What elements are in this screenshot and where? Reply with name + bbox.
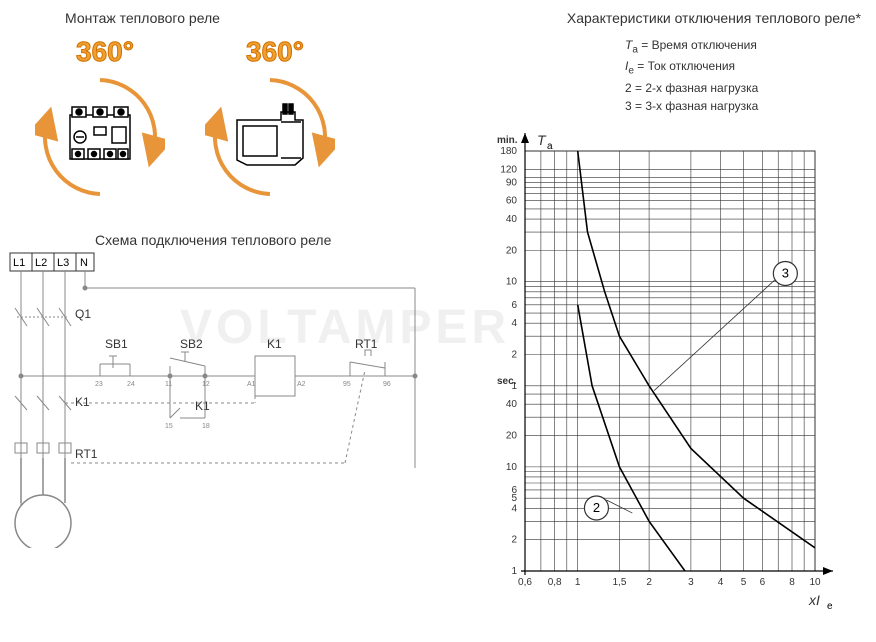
svg-text:20: 20 — [506, 430, 518, 441]
label-k1-main: K1 — [75, 395, 90, 409]
svg-text:0,6: 0,6 — [518, 577, 532, 588]
svg-text:18: 18 — [202, 423, 210, 430]
svg-text:3: 3 — [782, 265, 789, 280]
svg-text:90: 90 — [506, 177, 518, 188]
label-rt1-c: RT1 — [355, 337, 378, 351]
legend-4: 3 = 3-х фазная нагрузка — [625, 97, 871, 115]
term-n: N — [80, 257, 88, 269]
svg-text:96: 96 — [383, 381, 391, 388]
wiring-title: Схема подключения теплового реле — [95, 232, 435, 248]
svg-text:15: 15 — [165, 423, 173, 430]
svg-text:4: 4 — [718, 577, 724, 588]
svg-text:a: a — [547, 141, 553, 152]
svg-text:40: 40 — [506, 214, 518, 225]
svg-text:40: 40 — [506, 399, 518, 410]
label-rt1-heat: RT1 — [75, 447, 98, 461]
svg-text:e: e — [827, 601, 833, 612]
svg-text:2: 2 — [511, 534, 517, 545]
svg-text:A1: A1 — [247, 381, 256, 388]
svg-text:10: 10 — [506, 276, 518, 287]
rotation-arrows-2 — [205, 72, 335, 202]
wiring-diagram: L1 L2 L3 N — [5, 248, 425, 548]
svg-text:12: 12 — [202, 381, 210, 388]
svg-text:23: 23 — [95, 381, 103, 388]
svg-text:10: 10 — [506, 462, 518, 473]
svg-text:1,5: 1,5 — [612, 577, 626, 588]
svg-text:20: 20 — [506, 245, 518, 256]
deg-label-1: 360° — [35, 36, 175, 68]
mount-item-front: 360° — [35, 36, 175, 216]
rotation-arrows-1 — [35, 72, 165, 202]
svg-text:5: 5 — [741, 577, 747, 588]
label-q1: Q1 — [75, 307, 91, 321]
svg-text:8: 8 — [789, 577, 795, 588]
trip-chart: 180 120 90 60 40 20 10 6 4 2 1 min. 40 20 10 6 5 4 2 1 sec. 0… — [445, 121, 865, 621]
svg-text:4: 4 — [511, 318, 517, 329]
svg-text:A2: A2 — [297, 381, 306, 388]
svg-text:6: 6 — [511, 300, 517, 311]
svg-text:xI: xI — [808, 592, 820, 608]
svg-text:2: 2 — [593, 500, 600, 515]
svg-text:24: 24 — [127, 381, 135, 388]
mount-row: 360° — [5, 36, 435, 216]
label-sb1: SB1 — [105, 337, 128, 351]
svg-text:2: 2 — [511, 349, 517, 360]
svg-text:120: 120 — [500, 164, 517, 175]
label-k1-coil: K1 — [267, 337, 282, 351]
legend-2: Ie = Ток отключения — [625, 57, 871, 78]
deg-label-2: 360° — [205, 36, 345, 68]
term-l1: L1 — [13, 257, 25, 269]
label-k1-aux: K1 — [195, 399, 210, 413]
svg-text:4: 4 — [511, 503, 517, 514]
svg-text:6: 6 — [760, 577, 766, 588]
legend-1: Ta = Время отключения — [625, 36, 871, 57]
term-l2: L2 — [35, 257, 47, 269]
svg-text:T: T — [537, 132, 547, 148]
svg-text:11: 11 — [165, 381, 172, 388]
svg-text:180: 180 — [500, 146, 517, 157]
legend: Ta = Время отключения Ie = Ток отключени… — [625, 36, 871, 115]
label-sb2: SB2 — [180, 337, 203, 351]
left-column: Монтаж теплового реле 360° — [0, 0, 440, 631]
svg-text:min.: min. — [497, 135, 518, 146]
svg-text:1: 1 — [511, 566, 517, 577]
svg-text:95: 95 — [343, 381, 351, 388]
term-l3: L3 — [57, 257, 69, 269]
right-column: Характеристики отключения теплового реле… — [440, 0, 876, 631]
svg-text:1: 1 — [575, 577, 581, 588]
svg-text:0,8: 0,8 — [548, 577, 562, 588]
svg-text:60: 60 — [506, 195, 518, 206]
mount-item-side: 360° — [205, 36, 345, 216]
svg-text:2: 2 — [646, 577, 652, 588]
legend-3: 2 = 2-х фазная нагрузка — [625, 79, 871, 97]
mount-title: Монтаж теплового реле — [65, 10, 435, 26]
svg-text:sec.: sec. — [497, 376, 517, 387]
chart-title: Характеристики отключения теплового реле… — [445, 10, 871, 26]
svg-text:3: 3 — [688, 577, 694, 588]
svg-text:10: 10 — [809, 577, 821, 588]
